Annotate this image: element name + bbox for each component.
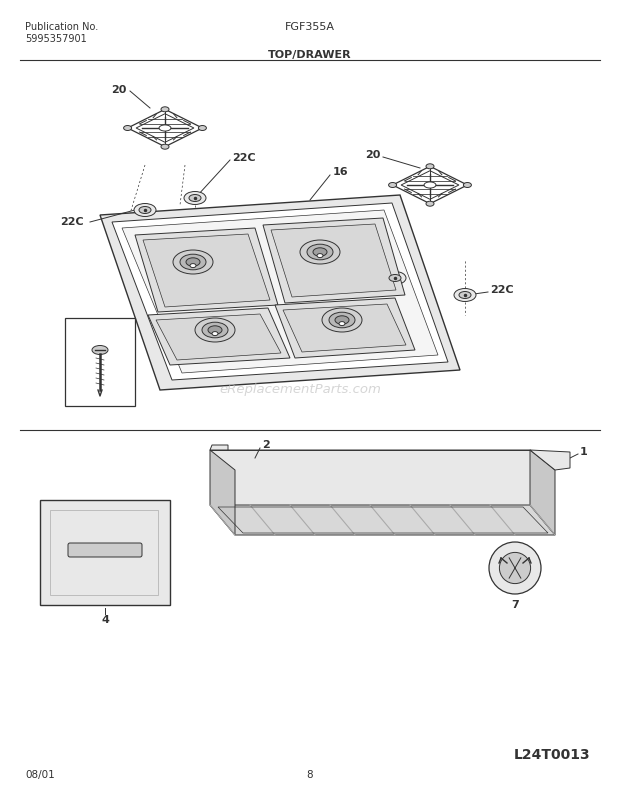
Ellipse shape: [454, 288, 476, 302]
Ellipse shape: [198, 125, 206, 130]
Ellipse shape: [161, 107, 169, 112]
Text: 2: 2: [262, 440, 270, 450]
Text: TOP/DRAWER: TOP/DRAWER: [268, 50, 352, 60]
Ellipse shape: [389, 275, 401, 282]
Ellipse shape: [202, 322, 228, 337]
Ellipse shape: [180, 254, 206, 270]
Ellipse shape: [317, 253, 323, 257]
Ellipse shape: [184, 191, 206, 205]
Ellipse shape: [339, 322, 345, 326]
Circle shape: [489, 542, 541, 594]
Text: eReplacementParts.com: eReplacementParts.com: [219, 384, 381, 396]
Ellipse shape: [123, 125, 131, 130]
Ellipse shape: [195, 318, 235, 342]
Ellipse shape: [322, 308, 362, 332]
Ellipse shape: [329, 312, 355, 328]
FancyBboxPatch shape: [68, 543, 142, 557]
Polygon shape: [112, 203, 448, 380]
Ellipse shape: [161, 145, 169, 149]
Text: 5995357901: 5995357901: [25, 34, 87, 44]
Bar: [50, 510, 158, 595]
Text: 22C: 22C: [356, 265, 380, 275]
Ellipse shape: [134, 203, 156, 217]
Text: 20: 20: [112, 85, 127, 95]
Circle shape: [499, 553, 531, 584]
Ellipse shape: [208, 326, 222, 334]
Polygon shape: [210, 450, 555, 470]
Text: 22C: 22C: [232, 153, 255, 163]
Text: FGF355A: FGF355A: [285, 22, 335, 32]
Polygon shape: [122, 210, 438, 373]
Polygon shape: [135, 228, 278, 312]
Ellipse shape: [300, 240, 340, 264]
Polygon shape: [530, 450, 570, 470]
Ellipse shape: [92, 345, 108, 354]
Text: 4: 4: [101, 615, 109, 625]
Ellipse shape: [384, 272, 406, 284]
Polygon shape: [530, 450, 555, 535]
Ellipse shape: [389, 183, 397, 187]
Ellipse shape: [313, 248, 327, 256]
Polygon shape: [210, 450, 530, 505]
Polygon shape: [263, 218, 405, 303]
Polygon shape: [210, 505, 555, 535]
Text: 16: 16: [333, 167, 348, 177]
Text: 20: 20: [365, 150, 380, 160]
Polygon shape: [210, 445, 228, 450]
Ellipse shape: [335, 316, 349, 324]
Polygon shape: [275, 298, 415, 358]
Text: 22C: 22C: [490, 285, 513, 295]
Polygon shape: [156, 314, 281, 360]
Polygon shape: [271, 224, 396, 297]
Text: 08/01: 08/01: [25, 770, 55, 780]
Ellipse shape: [173, 250, 213, 274]
Text: 7: 7: [511, 600, 519, 610]
Ellipse shape: [186, 258, 200, 266]
Text: 8: 8: [307, 770, 313, 780]
Ellipse shape: [212, 332, 218, 336]
Bar: [65, 318, 135, 406]
Ellipse shape: [424, 182, 436, 188]
Ellipse shape: [307, 245, 333, 260]
Ellipse shape: [159, 125, 171, 131]
Polygon shape: [143, 234, 270, 307]
Ellipse shape: [463, 183, 471, 187]
Ellipse shape: [189, 195, 201, 202]
Polygon shape: [148, 308, 290, 365]
Polygon shape: [40, 500, 170, 605]
Polygon shape: [100, 195, 460, 390]
Text: 1: 1: [580, 447, 588, 457]
Text: L24T0013: L24T0013: [513, 748, 590, 762]
Ellipse shape: [426, 201, 434, 206]
Ellipse shape: [139, 206, 151, 214]
Polygon shape: [210, 450, 235, 535]
Polygon shape: [283, 304, 406, 352]
Text: Publication No.: Publication No.: [25, 22, 98, 32]
Text: 88: 88: [70, 324, 84, 334]
Ellipse shape: [426, 164, 434, 169]
Ellipse shape: [459, 291, 471, 299]
Text: 22C: 22C: [60, 217, 84, 227]
Ellipse shape: [190, 264, 196, 268]
